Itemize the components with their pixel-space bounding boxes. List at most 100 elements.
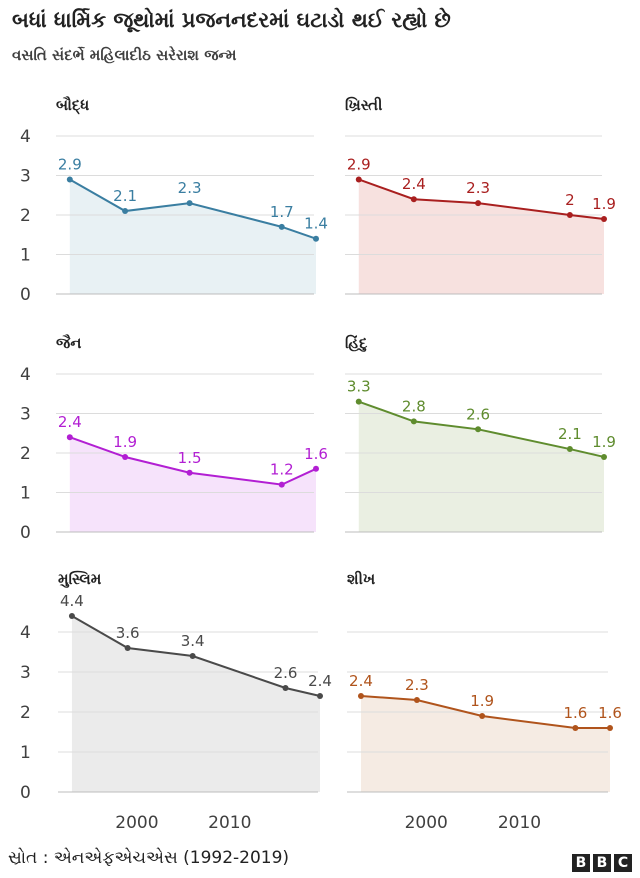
data-label: 2.1: [558, 425, 582, 443]
data-point: [410, 196, 417, 203]
data-point: [189, 653, 196, 659]
data-label: 2.9: [58, 155, 82, 173]
data-label: 1.6: [598, 704, 622, 722]
area-fill: [360, 696, 610, 792]
data-point: [278, 223, 285, 230]
page-title: બધાં ધાર્મિક જૂથોમાં પ્રજનનદરમાં ઘટાડો થ…: [12, 8, 451, 32]
data-point: [601, 453, 607, 460]
chart-panel: જૈન 0 1 2 3 4 2.4 1.9 1.5 1.2 1.6: [20, 333, 328, 543]
data-point: [566, 212, 573, 218]
data-label: 2.4: [308, 672, 332, 690]
data-point: [607, 725, 613, 731]
panel-title: હિંદુ: [345, 334, 368, 352]
source-note: સ્રોત : એનએફએચએસ (1992-2019): [8, 848, 290, 868]
bbc-logo-letter: B: [572, 854, 590, 872]
data-label: 2.4: [58, 413, 82, 431]
y-tick-label: 0: [20, 285, 31, 305]
data-point: [413, 697, 420, 703]
y-tick-label: 1: [20, 484, 31, 504]
data-point: [313, 465, 319, 472]
area-fill: [69, 437, 316, 532]
panel-title: મુસ્લિમ: [58, 570, 102, 588]
data-point: [282, 685, 289, 691]
data-point: [68, 613, 75, 619]
data-label: 1.4: [304, 215, 328, 233]
bbc-logo: B B C: [572, 854, 632, 872]
area-fill: [358, 401, 604, 532]
data-point: [122, 208, 129, 215]
chart-panel: શીખ 2000 2010 2.4 2.3 1.9 1.6 1.6: [347, 570, 622, 833]
data-point: [186, 469, 193, 476]
data-point: [357, 693, 364, 699]
data-label: 1.2: [270, 461, 294, 479]
chart-panel: ખ્રિસ્તી 2.9 2.4 2.3 2 1.9: [345, 96, 616, 295]
data-point: [122, 453, 129, 460]
area-fill: [69, 179, 316, 294]
data-point: [355, 398, 362, 405]
data-label: 2.3: [466, 179, 490, 197]
data-label: 1.9: [470, 692, 494, 710]
data-label: 3.3: [347, 378, 371, 396]
x-tick-label: 2000: [405, 813, 448, 833]
y-tick-label: 3: [20, 663, 31, 683]
bbc-logo-letter: C: [614, 854, 632, 872]
data-point: [475, 426, 482, 433]
data-label: 2.4: [402, 175, 426, 193]
y-tick-label: 4: [20, 365, 31, 385]
data-label: 2.9: [347, 155, 371, 173]
data-label: 1.9: [113, 433, 137, 451]
y-tick-label: 2: [20, 703, 31, 723]
data-label: 2.1: [113, 187, 137, 205]
data-point: [601, 215, 607, 222]
data-point: [566, 446, 573, 453]
y-tick-label: 1: [20, 246, 31, 266]
panel-title: જૈન: [56, 333, 81, 352]
panel-title: ખ્રિસ્તી: [345, 96, 382, 114]
chart-panel: મુસ્લિમ 0 1 2 3 4 2000 2010 4.4 3.6 3.4 2.6 2.4: [20, 570, 332, 833]
area-fill: [358, 179, 604, 294]
y-tick-label: 4: [20, 623, 31, 643]
data-label: 4.4: [60, 592, 84, 610]
data-point: [186, 200, 193, 207]
data-point: [66, 434, 73, 441]
chart-panel: હિંદુ 3.3 2.8 2.6 2.1 1.9: [345, 334, 616, 533]
data-label: 3.6: [116, 624, 140, 642]
data-label: 2.4: [349, 672, 373, 690]
data-label: 2.6: [466, 405, 490, 423]
data-label: 2.6: [274, 664, 298, 682]
y-tick-label: 2: [20, 444, 31, 464]
data-label: 1.6: [563, 704, 587, 722]
area-fill: [71, 616, 320, 792]
y-tick-label: 2: [20, 206, 31, 226]
x-tick-label: 2010: [498, 813, 541, 833]
data-point: [475, 200, 482, 207]
bbc-logo-letter: B: [593, 854, 611, 872]
data-label: 1.9: [592, 195, 616, 213]
panel-title: શીખ: [347, 570, 376, 588]
data-label: 1.9: [592, 433, 616, 451]
data-label: 1.5: [178, 449, 202, 467]
data-label: 2.8: [402, 397, 426, 415]
data-point: [479, 713, 486, 719]
data-label: 2.3: [405, 676, 429, 694]
y-tick-label: 0: [20, 523, 31, 543]
page-subtitle: વસતિ સંદર્ભે મહિલાદીઠ સરેરાશ જન્મ: [12, 46, 237, 64]
data-point: [66, 176, 73, 183]
data-label: 1.7: [270, 203, 294, 221]
chart-panel: બૌદ્ધ 0 1 2 3 4 2.9 2.1 2.3 1.7 1.4: [20, 95, 328, 305]
data-label: 3.4: [181, 632, 205, 650]
y-tick-label: 4: [20, 127, 31, 147]
data-point: [317, 693, 323, 699]
data-point: [355, 176, 362, 183]
y-tick-label: 0: [20, 783, 31, 803]
x-tick-label: 2000: [115, 813, 158, 833]
x-tick-label: 2010: [208, 813, 251, 833]
panel-title: બૌદ્ધ: [56, 95, 89, 116]
y-tick-label: 1: [20, 743, 31, 763]
data-label: 2: [565, 191, 575, 209]
data-point: [572, 725, 579, 731]
y-tick-label: 3: [20, 405, 31, 425]
y-tick-label: 3: [20, 167, 31, 187]
data-point: [278, 481, 285, 488]
